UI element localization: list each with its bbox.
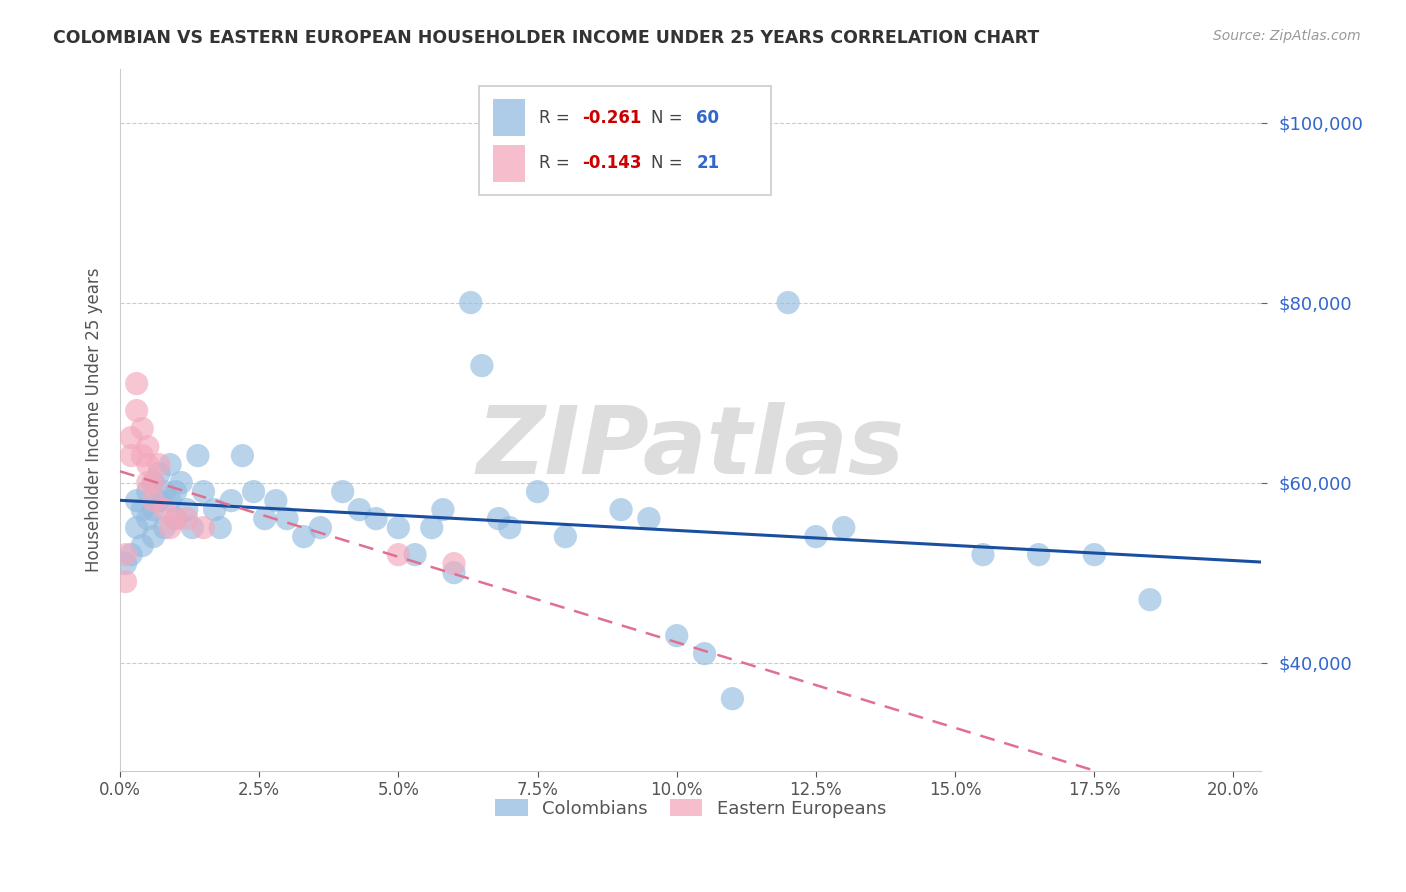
Eastern Europeans	[136, 475, 159, 490]
Colombians	[136, 484, 159, 499]
Colombians	[332, 484, 354, 499]
Eastern Europeans	[142, 475, 165, 490]
Eastern Europeans	[153, 502, 176, 516]
Text: N =: N =	[651, 154, 688, 172]
Eastern Europeans	[142, 493, 165, 508]
Colombians	[309, 521, 332, 535]
Colombians	[1028, 548, 1050, 562]
Text: R =: R =	[538, 109, 575, 127]
Colombians	[488, 511, 510, 525]
Colombians	[276, 511, 298, 525]
Colombians	[142, 502, 165, 516]
Colombians	[387, 521, 409, 535]
Eastern Europeans	[114, 574, 136, 589]
Text: COLOMBIAN VS EASTERN EUROPEAN HOUSEHOLDER INCOME UNDER 25 YEARS CORRELATION CHAR: COLOMBIAN VS EASTERN EUROPEAN HOUSEHOLDE…	[53, 29, 1039, 47]
Colombians	[131, 539, 153, 553]
Colombians	[181, 521, 204, 535]
Colombians	[170, 475, 193, 490]
Colombians	[972, 548, 994, 562]
Colombians	[253, 511, 276, 525]
Colombians	[204, 502, 226, 516]
Colombians	[193, 484, 215, 499]
Eastern Europeans	[148, 458, 170, 472]
Eastern Europeans	[114, 548, 136, 562]
Eastern Europeans	[131, 422, 153, 436]
Colombians	[432, 502, 454, 516]
Colombians	[148, 493, 170, 508]
Text: 21: 21	[696, 154, 720, 172]
Eastern Europeans	[136, 440, 159, 454]
Y-axis label: Householder Income Under 25 years: Householder Income Under 25 years	[86, 268, 103, 572]
Colombians	[610, 502, 633, 516]
Colombians	[499, 521, 522, 535]
Text: ZIPatlas: ZIPatlas	[477, 401, 904, 493]
Eastern Europeans	[165, 511, 187, 525]
Colombians	[159, 458, 181, 472]
Colombians	[1083, 548, 1105, 562]
Colombians	[665, 629, 688, 643]
Colombians	[142, 530, 165, 544]
Eastern Europeans	[136, 458, 159, 472]
Colombians	[778, 295, 800, 310]
Colombians	[471, 359, 494, 373]
FancyBboxPatch shape	[494, 99, 526, 136]
Eastern Europeans	[193, 521, 215, 535]
Colombians	[804, 530, 827, 544]
Colombians	[153, 521, 176, 535]
Eastern Europeans	[120, 431, 142, 445]
Colombians	[125, 521, 148, 535]
Colombians	[638, 511, 661, 525]
FancyBboxPatch shape	[479, 86, 770, 195]
Colombians	[165, 511, 187, 525]
Text: -0.143: -0.143	[582, 154, 641, 172]
Colombians	[187, 449, 209, 463]
Colombians	[349, 502, 371, 516]
Colombians	[721, 691, 744, 706]
Colombians	[693, 647, 716, 661]
Colombians	[148, 467, 170, 481]
Colombians	[292, 530, 315, 544]
Colombians	[554, 530, 576, 544]
Text: N =: N =	[651, 109, 688, 127]
Colombians	[165, 484, 187, 499]
Eastern Europeans	[125, 403, 148, 417]
Colombians	[131, 502, 153, 516]
Colombians	[120, 548, 142, 562]
Eastern Europeans	[125, 376, 148, 391]
FancyBboxPatch shape	[494, 145, 526, 182]
Eastern Europeans	[159, 521, 181, 535]
Colombians	[460, 295, 482, 310]
Colombians	[231, 449, 253, 463]
Colombians	[264, 493, 287, 508]
Colombians	[420, 521, 443, 535]
Colombians	[142, 475, 165, 490]
Colombians	[125, 493, 148, 508]
Text: -0.261: -0.261	[582, 109, 641, 127]
Colombians	[209, 521, 232, 535]
Colombians	[526, 484, 548, 499]
Colombians	[114, 557, 136, 571]
Colombians	[136, 511, 159, 525]
Colombians	[221, 493, 243, 508]
Eastern Europeans	[120, 449, 142, 463]
Text: Source: ZipAtlas.com: Source: ZipAtlas.com	[1213, 29, 1361, 44]
Text: R =: R =	[538, 154, 575, 172]
Colombians	[443, 566, 465, 580]
Colombians	[242, 484, 264, 499]
Eastern Europeans	[176, 511, 198, 525]
Eastern Europeans	[387, 548, 409, 562]
Colombians	[832, 521, 855, 535]
Text: 60: 60	[696, 109, 720, 127]
Eastern Europeans	[443, 557, 465, 571]
Colombians	[176, 502, 198, 516]
Colombians	[159, 493, 181, 508]
Eastern Europeans	[131, 449, 153, 463]
Colombians	[1139, 592, 1161, 607]
Colombians	[404, 548, 426, 562]
Colombians	[153, 484, 176, 499]
Colombians	[364, 511, 387, 525]
Legend: Colombians, Eastern Europeans: Colombians, Eastern Europeans	[488, 792, 893, 825]
